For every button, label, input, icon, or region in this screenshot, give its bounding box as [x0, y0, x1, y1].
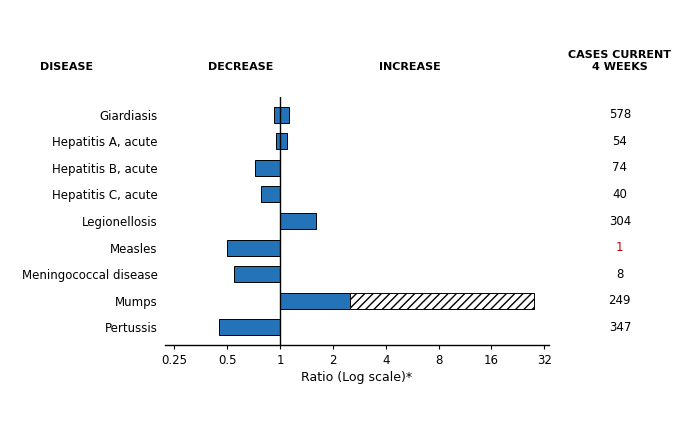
Bar	[274, 107, 289, 122]
Text: INCREASE: INCREASE	[379, 62, 441, 72]
Bar	[220, 320, 280, 335]
Text: DECREASE: DECREASE	[209, 62, 274, 72]
Text: 304: 304	[608, 214, 631, 228]
Bar	[261, 187, 280, 202]
Text: 578: 578	[608, 108, 631, 121]
Text: 40: 40	[613, 188, 627, 201]
Text: 74: 74	[613, 161, 628, 174]
Bar	[280, 293, 350, 309]
Text: 8: 8	[616, 268, 624, 281]
Bar	[350, 293, 534, 309]
Bar	[227, 240, 280, 255]
Text: 249: 249	[608, 294, 631, 307]
Bar	[276, 133, 287, 149]
Text: CASES CURRENT
4 WEEKS: CASES CURRENT 4 WEEKS	[569, 50, 672, 72]
Text: 54: 54	[613, 135, 627, 148]
Text: 347: 347	[608, 321, 631, 334]
Text: DISEASE: DISEASE	[40, 62, 93, 72]
Bar	[255, 160, 280, 176]
X-axis label: Ratio (Log scale)*: Ratio (Log scale)*	[301, 371, 412, 384]
Text: 1: 1	[616, 241, 624, 254]
Bar	[280, 213, 316, 229]
Bar	[235, 266, 280, 282]
